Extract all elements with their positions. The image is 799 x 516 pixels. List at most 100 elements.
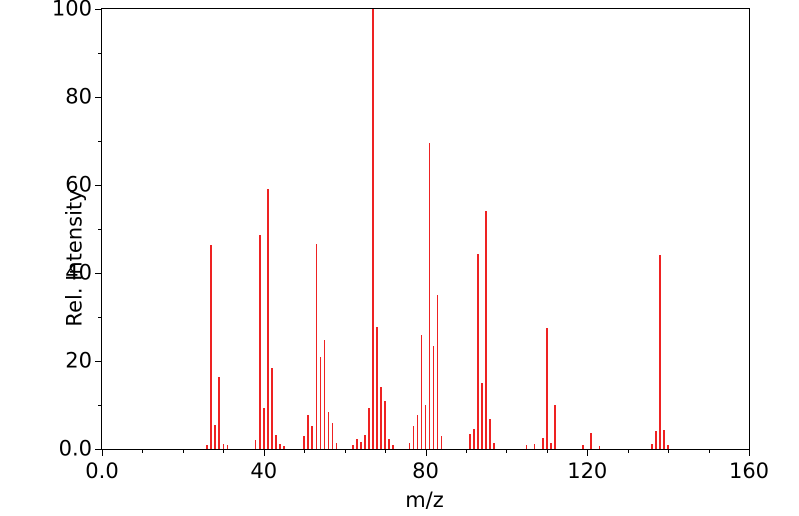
spectrum-peak (663, 430, 665, 449)
spectrum-peak (206, 444, 208, 449)
spectrum-peak (440, 435, 443, 449)
spectrum-peak (335, 443, 338, 449)
spectrum-peak (388, 439, 390, 449)
spectrum-peak (226, 445, 229, 449)
x-tick-minor (385, 449, 387, 453)
spectrum-peak (319, 356, 322, 449)
spectrum-peak (550, 443, 552, 449)
x-tick-label: 120 (567, 459, 608, 483)
spectrum-peak (283, 445, 285, 449)
x-tick-minor (304, 449, 306, 453)
spectrum-peak (582, 445, 584, 449)
y-tick-minor (98, 405, 102, 406)
spectrum-peak (489, 419, 491, 449)
spectrum-peak (364, 435, 366, 449)
spectrum-peak (590, 433, 593, 449)
spectrum-peak (351, 444, 354, 449)
spectrum-peak (432, 345, 435, 449)
x-tick-label: 0.0 (85, 459, 119, 483)
spectrum-peak (428, 142, 431, 449)
spectrum-peak (311, 426, 314, 449)
y-tick-label: 100 (51, 0, 92, 21)
x-tick (102, 449, 103, 456)
spectrum-peak (412, 426, 415, 449)
x-tick-minor (182, 449, 184, 453)
spectrum-peak (420, 334, 423, 449)
spectrum-peak (254, 439, 257, 449)
spectrum-peak (655, 431, 657, 449)
spectrum-peak (541, 438, 544, 449)
y-tick-minor (98, 317, 102, 318)
spectrum-peak (355, 438, 358, 449)
spectrum-peak (384, 400, 386, 449)
x-tick-label: 80 (412, 459, 439, 483)
x-tick (263, 449, 265, 456)
spectrum-peak (659, 255, 661, 449)
spectrum-peak (214, 424, 217, 449)
y-tick-label: 80 (65, 84, 92, 109)
x-tick-minor (465, 449, 467, 453)
y-tick-minor (98, 141, 102, 142)
spectrum-peak (477, 254, 479, 449)
y-tick (95, 361, 102, 362)
spectrum-peak (424, 405, 427, 449)
spectrum-peak (376, 326, 378, 449)
spectrum-peak (360, 441, 362, 449)
x-tick-minor (668, 449, 670, 453)
spectrum-peak (408, 442, 411, 449)
spectrum-peak (392, 444, 394, 449)
x-tick-minor (223, 449, 225, 453)
spectrum-peak (481, 383, 483, 449)
spectrum-peak (275, 434, 277, 449)
spectrum-peak (262, 408, 265, 449)
x-tick-minor (344, 449, 346, 453)
y-tick-label: 60 (65, 172, 92, 197)
spectrum-peak (525, 444, 528, 449)
x-tick (425, 449, 427, 456)
y-tick (95, 9, 102, 10)
spectrum-peak (436, 295, 439, 449)
spectrum-peak (327, 412, 330, 449)
x-axis-label: m/z (405, 488, 444, 512)
y-tick (95, 185, 102, 186)
y-tick (95, 273, 102, 274)
spectrum-peak (485, 211, 487, 449)
y-tick-minor (98, 229, 102, 230)
spectrum-peak (493, 442, 496, 449)
spectrum-peak (667, 445, 669, 449)
spectrum-peak (271, 368, 273, 449)
y-tick (95, 449, 102, 450)
spectrum-peak (315, 244, 318, 449)
y-axis-label: Rel. Intensity (62, 189, 87, 327)
y-tick-label: 40 (65, 260, 92, 285)
y-tick-minor (98, 53, 102, 54)
spectrum-peak (554, 405, 556, 449)
spectrum-peak (651, 443, 653, 449)
spectrum-peak (307, 414, 310, 449)
x-tick-minor (708, 449, 710, 453)
spectrum-peak (368, 408, 370, 449)
spectrum-peak (222, 443, 225, 449)
x-tick (749, 449, 750, 456)
spectrum-peak (533, 443, 536, 449)
spectrum-peak (303, 435, 305, 449)
x-tick (587, 449, 589, 456)
plot-area: 0.0 20 40 60 80 100 0.0 40 80 120 160 (52, 0, 769, 482)
y-tick-label: 0.0 (58, 436, 92, 461)
spectrum-peak (598, 445, 601, 449)
x-tick-label: 40 (250, 459, 278, 483)
y-tick (95, 97, 102, 98)
spectrum-peaks (102, 9, 749, 449)
x-tick-minor (627, 449, 629, 453)
spectrum-peak (266, 189, 269, 449)
spectrum-peak (279, 444, 281, 449)
spectrum-peak (258, 235, 261, 449)
spectrum-peak (218, 377, 221, 449)
x-tick-minor (142, 449, 144, 453)
spectrum-peak (372, 9, 374, 449)
x-tick-label: 160 (728, 459, 770, 483)
spectrum-peak (473, 429, 475, 449)
x-tick-minor (546, 449, 548, 453)
spectrum-peak (210, 244, 212, 449)
